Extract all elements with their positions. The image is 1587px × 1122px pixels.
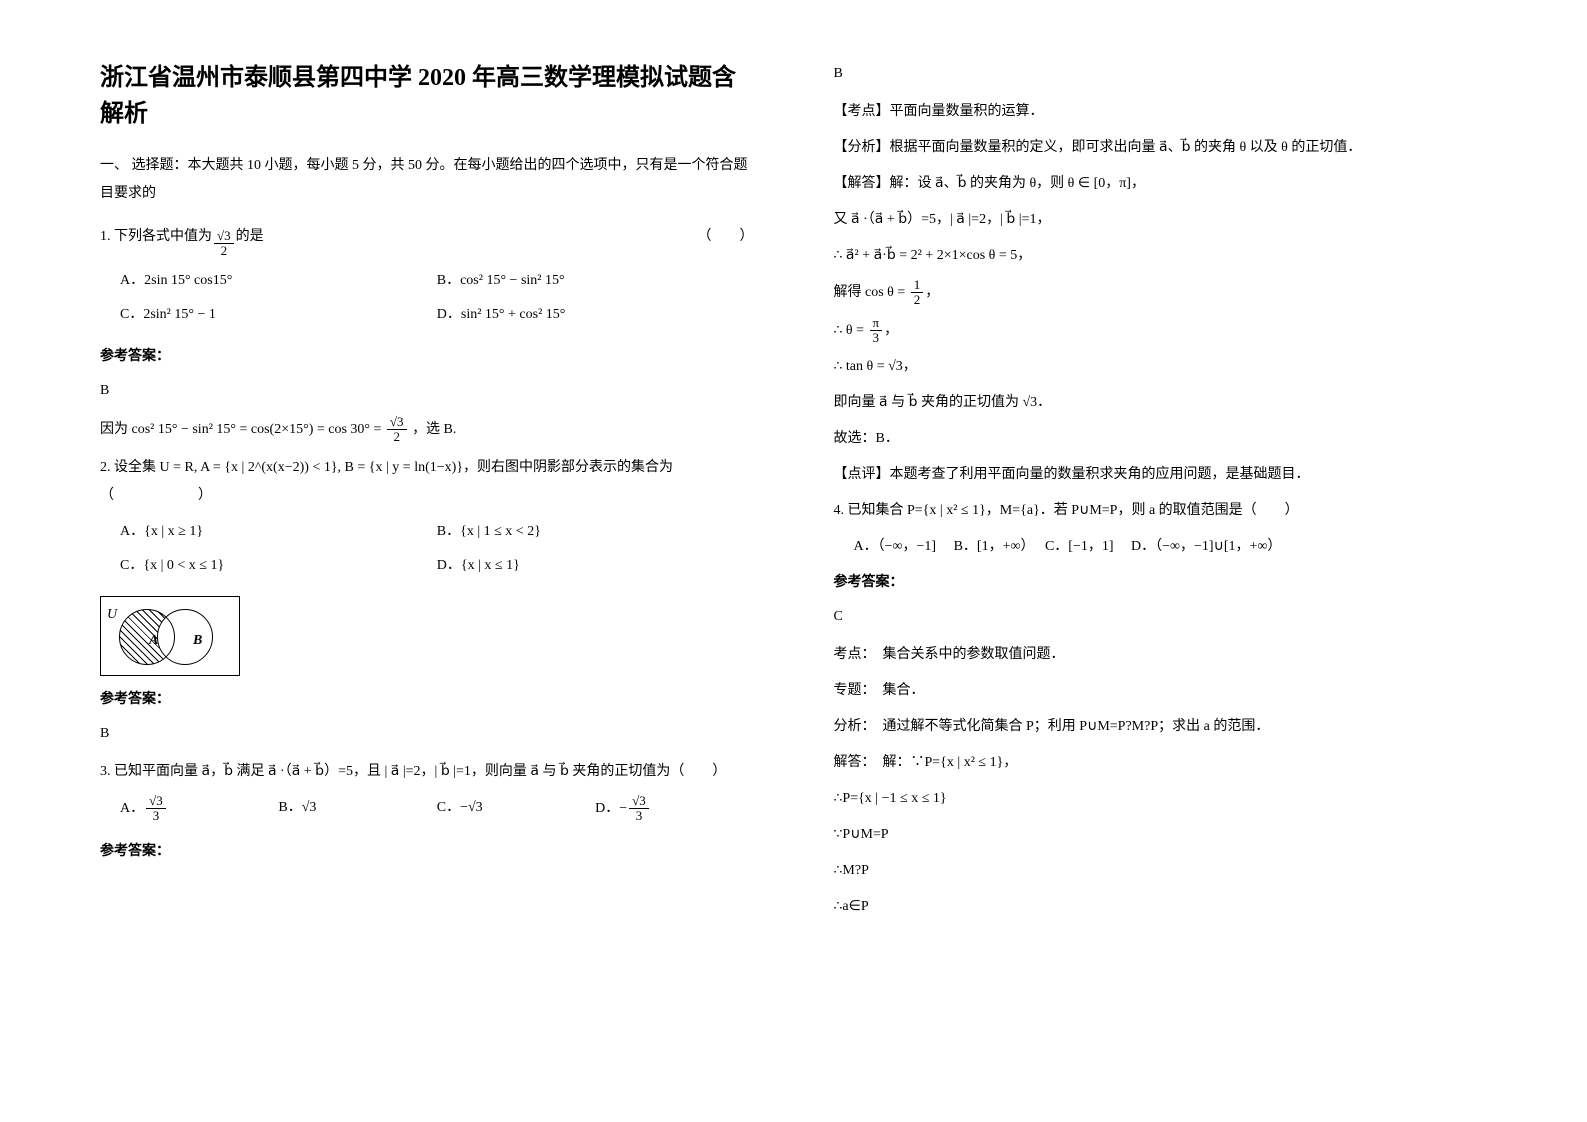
question-3: 3. 已知平面向量 a⃗，b⃗ 满足 a⃗ ·（a⃗ + b⃗）=5，且 | a… — [100, 758, 754, 866]
q3-dianping: 【点评】本题考查了利用平面向量的数量积求夹角的应用问题，是基础题目． — [834, 461, 1488, 489]
q1-frac: √3 2 — [214, 229, 234, 259]
q3-s2: 又 a⃗ ·（a⃗ + b⃗）=5，| a⃗ |=2，| b⃗ |=1， — [834, 206, 1488, 234]
q3-jieda: 【解答】解：设 a⃗、b⃗ 的夹角为 θ，则 θ ∈ [0，π]， — [834, 170, 1488, 198]
q3-stem: 3. 已知平面向量 a⃗，b⃗ 满足 a⃗ ·（a⃗ + b⃗）=5，且 | a… — [100, 758, 754, 786]
q4-s5: ∴a∈P — [834, 893, 1488, 921]
q1-opt-a: A．2sin 15° cos15° — [120, 267, 437, 295]
q1-explain: 因为 cos² 15° − sin² 15° = cos(2×15°) = co… — [100, 415, 754, 445]
q4-zhuanti: 专题： 集合． — [834, 677, 1488, 705]
q3-answer-label: 参考答案： — [100, 838, 754, 866]
q1-opt-b: B．cos² 15° − sin² 15° — [437, 267, 754, 295]
venn-circle-a — [119, 609, 175, 665]
q2-opt-c: C．{x | 0 < x ≤ 1} — [120, 552, 437, 580]
q3-s3: ∴ a⃗² + a⃗·b⃗ = 2² + 2×1×cos θ = 5， — [834, 242, 1488, 270]
exam-title: 浙江省温州市泰顺县第四中学 2020 年高三数学理模拟试题含解析 — [100, 60, 754, 132]
q2-opt-b: B．{x | 1 ≤ x < 2} — [437, 518, 754, 546]
q1-opt-d: D．sin² 15° + cos² 15° — [437, 301, 754, 329]
q4-options: A．（−∞，−1] B．[1，+∞） C．[−1，1] D．（−∞，−1]∪[1… — [854, 533, 1488, 561]
q4-stem: 4. 已知集合 P={x | x² ≤ 1}，M={a}．若 P∪M=P，则 a… — [834, 497, 1488, 525]
venn-b-label: B — [193, 627, 202, 655]
q4-kaodian: 考点： 集合关系中的参数取值问题． — [834, 641, 1488, 669]
q1-answer-label: 参考答案： — [100, 343, 754, 371]
question-1: 1. 下列各式中值为 √3 2 的是 （ ） A．2sin 15° cos15°… — [100, 223, 754, 444]
q3-kaodian: 【考点】平面向量数量积的运算． — [834, 98, 1488, 126]
q4-opt-a: A．（−∞，−1] — [854, 539, 937, 554]
q3-opt-d: D．−√33 — [595, 794, 753, 824]
q4-s3: ∵P∪M=P — [834, 821, 1488, 849]
q4-opt-c: C．[−1，1] — [1045, 539, 1114, 554]
q2-blank: （ ） — [100, 482, 754, 510]
q1-stem-suffix: 的是 — [236, 223, 264, 251]
q3-s6: ∴ tan θ = √3， — [834, 353, 1488, 381]
q3-s7: 即向量 a⃗ 与 b⃗ 夹角的正切值为 √3． — [834, 389, 1488, 417]
q3-s5: ∴ θ = π3， — [834, 316, 1488, 346]
question-4: 4. 已知集合 P={x | x² ≤ 1}，M={a}．若 P∪M=P，则 a… — [834, 497, 1488, 921]
q2-opt-a: A．{x | x ≥ 1} — [120, 518, 437, 546]
q3-options: A．√33 B．√3 C．−√3 D．−√33 — [120, 794, 754, 830]
q3-opt-c: C．−√3 — [437, 794, 595, 824]
q4-opt-d: D．（−∞，−1]∪[1，+∞） — [1131, 539, 1281, 554]
q3-fenxi: 【分析】根据平面向量数量积的定义，即可求出向量 a⃗、b⃗ 的夹角 θ 以及 θ… — [834, 134, 1488, 162]
q1-opt-c: C．2sin² 15° − 1 — [120, 301, 437, 329]
q4-answer: C — [834, 603, 1488, 631]
q1-stem-prefix: 1. 下列各式中值为 — [100, 223, 212, 251]
q4-jieda: 解答： 解：∵P={x | x² ≤ 1}， — [834, 749, 1488, 777]
q3-s8: 故选：B． — [834, 425, 1488, 453]
q2-opt-d: D．{x | x ≤ 1} — [437, 552, 754, 580]
q3-s4: 解得 cos θ = 12， — [834, 278, 1488, 308]
q1-options: A．2sin 15° cos15° B．cos² 15° − sin² 15° … — [120, 267, 754, 335]
section1-header: 一、 选择题：本大题共 10 小题，每小题 5 分，共 50 分。在每小题给出的… — [100, 152, 754, 208]
q2-options: A．{x | x ≥ 1} B．{x | 1 ≤ x < 2} C．{x | 0… — [120, 518, 754, 586]
q1-answer: B — [100, 377, 754, 405]
q2-stem: 2. 设全集 U = R, A = {x | 2^(x(x−2)) < 1}, … — [100, 454, 754, 482]
venn-u-label: U — [107, 601, 117, 629]
q3-opt-a: A．√33 — [120, 794, 278, 824]
q4-s4: ∴M?P — [834, 857, 1488, 885]
venn-a-label: A — [149, 627, 158, 655]
q2-answer: B — [100, 720, 754, 748]
q2-answer-label: 参考答案： — [100, 686, 754, 714]
q3-answer: B — [834, 60, 1488, 88]
question-2: 2. 设全集 U = R, A = {x | 2^(x(x−2)) < 1}, … — [100, 454, 754, 748]
q4-answer-label: 参考答案： — [834, 569, 1488, 597]
q4-s2: ∴P={x | −1 ≤ x ≤ 1} — [834, 785, 1488, 813]
left-column: 浙江省温州市泰顺县第四中学 2020 年高三数学理模拟试题含解析 一、 选择题：… — [60, 40, 794, 1082]
venn-diagram: U A B — [100, 596, 240, 676]
q4-opt-b: B．[1，+∞） — [954, 539, 1028, 554]
q1-blank: （ ） — [698, 223, 754, 251]
q3-opt-b: B．√3 — [278, 794, 436, 824]
right-column: B 【考点】平面向量数量积的运算． 【分析】根据平面向量数量积的定义，即可求出向… — [794, 40, 1528, 1082]
q4-fenxi: 分析： 通过解不等式化简集合 P；利用 P∪M=P?M?P；求出 a 的范围． — [834, 713, 1488, 741]
